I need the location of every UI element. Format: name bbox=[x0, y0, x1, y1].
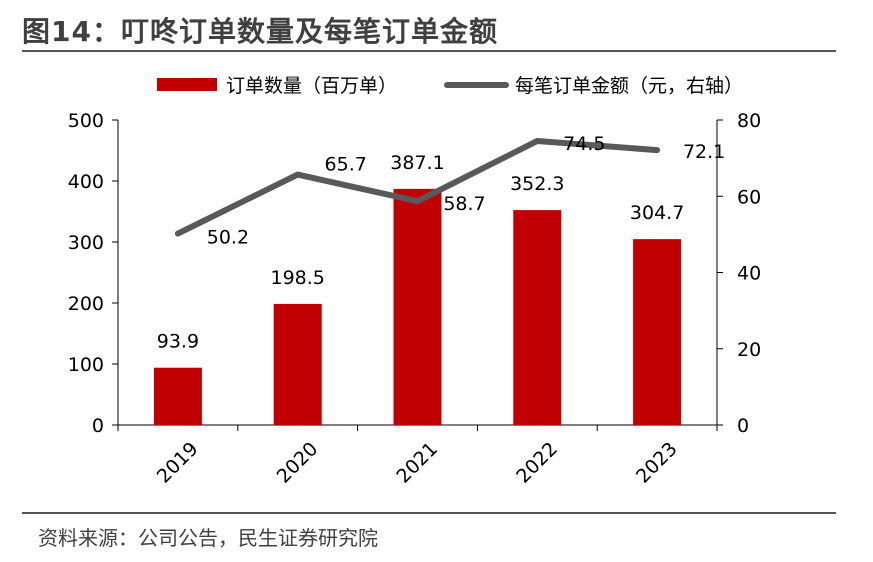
source-rule bbox=[22, 512, 836, 514]
title-rule bbox=[22, 50, 836, 52]
bar bbox=[393, 188, 442, 425]
x-tick-label: 2019 bbox=[153, 438, 203, 488]
bar bbox=[273, 303, 322, 425]
chart: 订单数量（百万单） 每笔订单金额（元，右轴） 0 100 200 300 400 500 0 2… bbox=[68, 75, 761, 488]
bar-value-label: 304.7 bbox=[630, 202, 684, 224]
left-tick-label: 500 bbox=[68, 110, 104, 132]
x-tick-label: 2023 bbox=[632, 438, 682, 488]
left-tick-label: 300 bbox=[68, 232, 104, 254]
legend-bar-label: 订单数量（百万单） bbox=[226, 75, 397, 97]
x-tick-label: 2022 bbox=[512, 438, 562, 488]
line-value-label: 74.5 bbox=[563, 133, 605, 155]
left-tick-label: 200 bbox=[68, 293, 104, 315]
bars bbox=[153, 188, 682, 425]
x-tick-label: 2021 bbox=[392, 438, 442, 488]
bar bbox=[633, 239, 682, 425]
legend-bar-swatch bbox=[157, 78, 217, 91]
legend-line-label: 每笔订单金额（元，右轴） bbox=[515, 75, 743, 97]
legend: 订单数量（百万单） 每笔订单金额（元，右轴） bbox=[157, 75, 743, 97]
data-labels: 93.9 198.5 387.1 352.3 304.7 50.2 65.7 58.7 74.5… bbox=[157, 133, 726, 353]
line-series bbox=[174, 137, 661, 237]
left-tick-label: 0 bbox=[92, 415, 104, 437]
source-note: 资料来源：公司公告，民生证券研究院 bbox=[38, 526, 378, 550]
line-value-label: 50.2 bbox=[207, 227, 249, 249]
right-tick-label: 20 bbox=[737, 339, 761, 361]
line-value-label: 65.7 bbox=[325, 154, 367, 176]
line-value-label: 72.1 bbox=[683, 141, 725, 163]
figure-title: 图14：叮咚订单数量及每笔订单金额 bbox=[22, 15, 498, 48]
bar bbox=[153, 367, 202, 425]
x-tick-label: 2020 bbox=[273, 438, 323, 488]
right-tick-label: 80 bbox=[737, 110, 761, 132]
left-tick-label: 400 bbox=[68, 171, 104, 193]
amount-line bbox=[174, 137, 661, 237]
right-tick-label: 0 bbox=[737, 415, 749, 437]
bar-value-label: 352.3 bbox=[510, 173, 564, 195]
bar-value-label: 198.5 bbox=[270, 267, 324, 289]
left-tick-label: 100 bbox=[68, 354, 104, 376]
bar-value-label: 93.9 bbox=[157, 331, 199, 353]
bar bbox=[513, 210, 562, 425]
right-tick-label: 40 bbox=[737, 263, 761, 285]
bar-value-label: 387.1 bbox=[390, 152, 444, 174]
line-value-label: 58.7 bbox=[443, 193, 485, 215]
right-tick-label: 60 bbox=[737, 186, 761, 208]
